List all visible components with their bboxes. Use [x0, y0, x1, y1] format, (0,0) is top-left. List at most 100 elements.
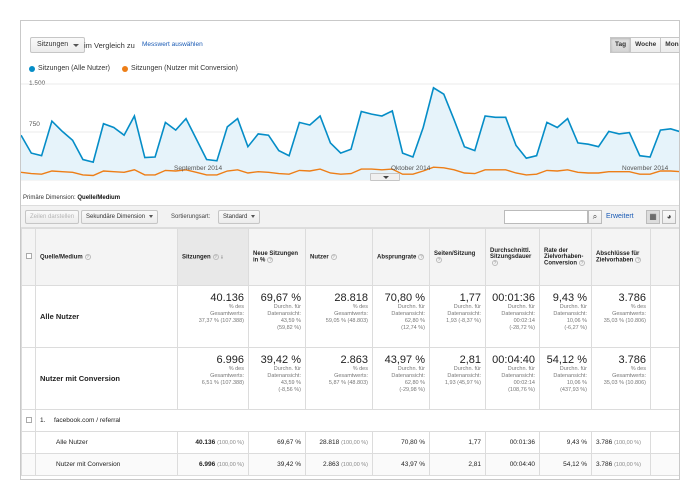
bounce-summary: 43,97 % Durchn. für Datenansicht: 62,80 % (-… [372, 347, 430, 410]
period-week-button[interactable]: Woche [630, 37, 662, 53]
dimension-value-link[interactable]: facebook.com / referral [54, 417, 121, 424]
sort-type-select[interactable]: Standard [218, 210, 261, 224]
table-row: Alle Nutzer 40.136 (100,00 %) 69,67 % 28… [21, 431, 679, 454]
metric-sub: 43,59 % [280, 380, 301, 386]
empty-cell [21, 453, 36, 476]
bounce-cell: 43,97 % [372, 453, 430, 476]
series-line-conversion-users[interactable] [21, 166, 680, 177]
checkbox[interactable] [26, 253, 32, 259]
header-label: Absprungrate [377, 254, 417, 261]
header-label: Quelle/Medium [40, 254, 83, 261]
metric-sub: (-28,72 %) [509, 325, 535, 331]
help-icon[interactable]: ? [212, 253, 219, 260]
metric-sub: 00:02:14 [513, 380, 535, 386]
advanced-filter-link[interactable]: Erweitert [606, 213, 634, 220]
metric-sub: % des [630, 304, 646, 310]
table-row: Nutzer mit Conversion 6.996 (100,00 %) 3… [21, 453, 679, 476]
header-users[interactable]: Nutzer? [305, 228, 373, 286]
new-sessions-cell: 39,42 % [248, 453, 306, 476]
help-icon[interactable]: ? [579, 259, 586, 266]
cell-percent: (100,00 %) [614, 440, 641, 446]
metric-sub: 10,06 % [566, 318, 587, 324]
compare-text: im Vergleich zu [84, 41, 135, 50]
metric-sub: Gesamtwerts: [334, 311, 368, 317]
help-icon[interactable]: ? [635, 256, 642, 263]
sort-type-label: Sortierungsart: [171, 214, 211, 220]
metric-sub: 1,93 (-8,37 %) [446, 318, 481, 324]
segment-label: Alle Nutzer [35, 431, 178, 454]
bounce-summary: 70,80 % Durchn. für Datenansicht: 62,80 % (1… [372, 285, 430, 348]
select-metric-link[interactable]: Messwert auswählen [142, 41, 203, 48]
metric-sub: Durchn. für [559, 366, 587, 372]
help-icon[interactable]: ? [330, 253, 337, 260]
cell-value: 3.786 [596, 461, 613, 468]
header-conversion-rate[interactable]: Rate der Zielvorhaben-Conversion? [539, 228, 592, 286]
header-goal-completions[interactable]: Abschlüsse für Zielvorhaben? [591, 228, 651, 286]
header-label: Durchschnittl. Sitzungsdauer [490, 247, 532, 260]
cell-percent: (100,00 %) [341, 440, 368, 446]
help-icon[interactable]: ? [84, 253, 91, 260]
new-sessions-summary: 39,42 % Durchn. für Datenansicht: 43,59 % (-… [248, 347, 306, 410]
metric-sub: 62,80 % [404, 318, 425, 324]
primary-dimension-value[interactable]: Quelle/Medium [77, 195, 121, 201]
empty-cell [650, 285, 679, 348]
period-day-button[interactable]: Tag [610, 37, 632, 53]
plot-rows-button[interactable]: Zeilen darstellen [25, 210, 80, 224]
cell-percent: (100,00 %) [341, 462, 368, 468]
header-label: Neue Sitzungen in % [253, 250, 299, 264]
help-icon[interactable]: ? [436, 256, 442, 263]
pages-cell: 1,77 [429, 431, 486, 454]
help-icon[interactable]: ? [492, 259, 498, 266]
collapse-chart-button[interactable] [370, 173, 400, 181]
metric-sub: (-6,27 %) [564, 325, 587, 331]
metric-sub: Durchn. für [453, 366, 481, 372]
metric-value: 43,97 % [384, 354, 425, 366]
metric-sub: 59,05 % (48.803) [325, 318, 368, 324]
checkbox[interactable] [26, 416, 32, 423]
legend-item-conversion-users: Sitzungen (Nutzer mit Conversion) [121, 65, 238, 72]
table-search-input[interactable] [504, 210, 588, 224]
search-icon[interactable]: ⌕ [588, 210, 602, 224]
dimension-value-cell: 1. facebook.com / referral [35, 409, 679, 432]
pie-view-icon[interactable]: ◕ [662, 210, 676, 224]
x-tick-label: November 2014 [622, 165, 669, 172]
empty-cell [650, 347, 679, 410]
sessions-summary: 6.996% des Gesamtwerts: 6,51 % (107.388) [177, 347, 249, 410]
header-label: Abschlüsse für Zielvorhaben [596, 250, 640, 264]
metric-sub: Durchn. für [273, 304, 301, 310]
metric-select[interactable]: Sitzungen [30, 37, 86, 53]
metric-sub: Datenansicht: [553, 373, 587, 379]
completions-summary: 3.786% des Gesamtwerts: 35,03 % (10.806) [591, 347, 651, 410]
metric-sub: Gesamtwerts: [210, 311, 244, 317]
header-pages-per-session[interactable]: Seiten/Sitzung? [429, 228, 486, 286]
duration-summary: 00:04:40 Durchn. für Datenansicht: 00:02:14… [485, 347, 540, 410]
metric-sub: Datenansicht: [267, 373, 301, 379]
series-area-all-users [21, 87, 679, 180]
metric-value: 9,43 % [552, 292, 587, 304]
conversion-summary: 54,12 % Durchn. für Datenansicht: 10,06 % (4… [539, 347, 592, 410]
metric-value: 3.786 [618, 292, 646, 304]
sessions-line-chart[interactable] [21, 76, 680, 188]
period-month-button[interactable]: Monat [660, 37, 679, 53]
metric-value: 6.996 [216, 354, 244, 366]
help-icon[interactable]: ? [418, 253, 425, 260]
segment-label: Nutzer mit Conversion [35, 453, 178, 476]
header-label: Seiten/Sitzung [434, 250, 476, 257]
metric-sub: 35,03 % (10.806) [603, 318, 646, 324]
series-line-all-users[interactable] [21, 86, 680, 164]
secondary-dimension-select[interactable]: Sekundäre Dimension [81, 210, 159, 224]
header-label: Nutzer [310, 254, 329, 261]
header-new-sessions[interactable]: Neue Sitzungen in %? [248, 228, 306, 286]
header-avg-duration[interactable]: Durchschnittl. Sitzungsdauer? [485, 228, 540, 286]
grid-view-icon[interactable]: ▦ [646, 210, 660, 224]
header-sessions[interactable]: Sitzungen? ↓ [177, 228, 249, 286]
cell-value: 40.136 [195, 439, 216, 446]
empty-cell [21, 347, 36, 410]
help-icon[interactable]: ? [267, 256, 274, 263]
legend-item-all-users: Sitzungen (Alle Nutzer) [29, 65, 110, 72]
table-header-row: Quelle/Medium? Sitzungen? ↓ Neue Sitzung… [21, 228, 679, 286]
users-summary: 2.863% des Gesamtwerts: 5,87 % (48.803) [305, 347, 373, 410]
header-bounce-rate[interactable]: Absprungrate? [372, 228, 430, 286]
header-source-medium[interactable]: Quelle/Medium? [35, 228, 178, 286]
metric-sub: (-29,98 %) [399, 387, 425, 393]
